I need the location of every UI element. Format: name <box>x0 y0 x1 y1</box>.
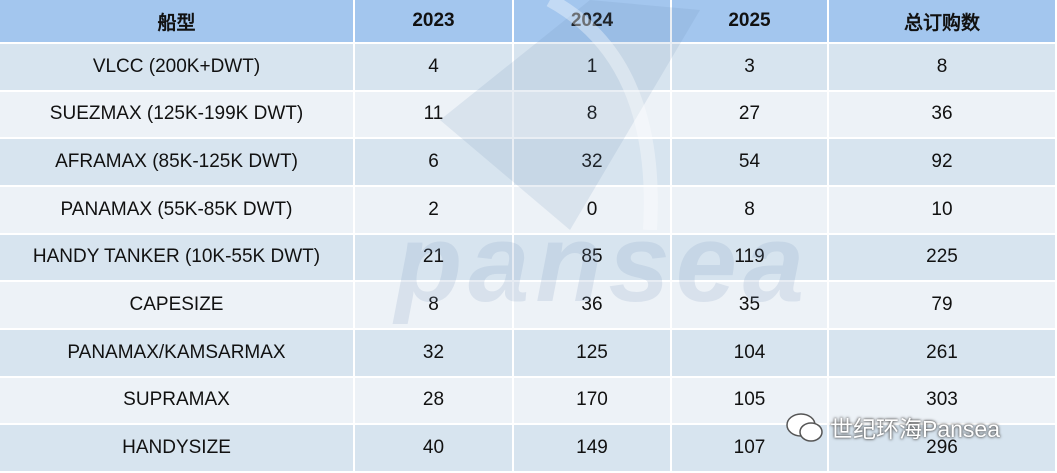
table-cell: 92 <box>829 139 1057 187</box>
table-cell: 79 <box>829 282 1057 330</box>
header-cell: 2023 <box>355 0 514 44</box>
table-cell: 0 <box>514 186 672 235</box>
table-cell: 21 <box>355 234 514 283</box>
table-cell: 8 <box>514 91 672 140</box>
table-cell: 119 <box>672 234 829 283</box>
table-cell: 1 <box>514 44 672 92</box>
table-cell: 8 <box>672 186 829 235</box>
table-cell: 2 <box>355 186 514 235</box>
table-cell: HANDY TANKER (10K-55K DWT) <box>0 234 355 283</box>
table-cell: PANAMAX/KAMSARMAX <box>0 329 355 378</box>
table-cell: 36 <box>514 282 672 330</box>
table-cell: PANAMAX (55K-85K DWT) <box>0 186 355 235</box>
header-cell: 2025 <box>672 0 829 44</box>
table-cell: VLCC (200K+DWT) <box>0 44 355 92</box>
table-cell: 125 <box>514 329 672 378</box>
table-cell: 261 <box>829 329 1057 378</box>
table-cell: 27 <box>672 91 829 140</box>
table-cell: 32 <box>355 329 514 378</box>
table-cell: 149 <box>514 425 672 473</box>
header-cell: 2024 <box>514 0 672 44</box>
table-cell: 8 <box>829 44 1057 92</box>
table-cell: 10 <box>829 186 1057 235</box>
table-cell: SUEZMAX (125K-199K DWT) <box>0 91 355 140</box>
table-cell: 8 <box>355 282 514 330</box>
table-cell: 28 <box>355 377 514 426</box>
table-cell: 6 <box>355 139 514 187</box>
table-cell: 3 <box>672 44 829 92</box>
table-cell: 225 <box>829 234 1057 283</box>
wechat-icon <box>786 413 823 442</box>
table-cell: 11 <box>355 91 514 140</box>
table-cell: HANDYSIZE <box>0 425 355 473</box>
header-cell: 总订购数 <box>829 0 1057 44</box>
table-cell: AFRAMAX (85K-125K DWT) <box>0 139 355 187</box>
table-cell: 35 <box>672 282 829 330</box>
table-cell: 85 <box>514 234 672 283</box>
table-cell: 104 <box>672 329 829 378</box>
table-cell: 32 <box>514 139 672 187</box>
table-cell: 4 <box>355 44 514 92</box>
table-cell: 303 <box>829 377 1057 426</box>
table-cell: 170 <box>514 377 672 426</box>
header-cell: 船型 <box>0 0 355 44</box>
table-cell: CAPESIZE <box>0 282 355 330</box>
table-cell: 40 <box>355 425 514 473</box>
table-cell: SUPRAMAX <box>0 377 355 426</box>
table-cell: 36 <box>829 91 1057 140</box>
table-cell: 296 <box>829 425 1057 473</box>
table-cell: 105 <box>672 377 829 426</box>
table-cell: 54 <box>672 139 829 187</box>
source-label: 世纪环海Pansea <box>830 416 1001 442</box>
